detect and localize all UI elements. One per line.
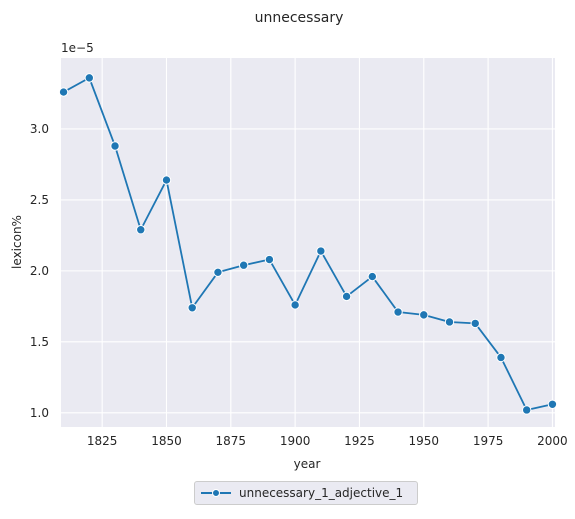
series-layer: [58, 73, 558, 415]
data-point: [213, 267, 223, 278]
x-tick-label: 2000: [537, 434, 568, 448]
legend-swatch: [201, 487, 231, 499]
data-point: [84, 73, 95, 83]
data-point: [161, 175, 172, 185]
data-point: [238, 260, 249, 270]
data-point: [316, 246, 326, 256]
y-tick-label: 1.5: [30, 335, 49, 349]
data-point: [419, 310, 429, 320]
x-tick-label: 1925: [344, 434, 375, 448]
data-point: [470, 318, 480, 329]
data-point: [521, 405, 532, 415]
data-point: [341, 291, 352, 302]
data-point: [444, 317, 455, 327]
y-tick-label: 1.0: [30, 406, 49, 420]
x-tick-label: 1875: [216, 434, 247, 448]
data-point: [547, 399, 558, 409]
y-axis-offset-label: 1e−5: [61, 41, 94, 55]
data-point: [496, 352, 506, 363]
legend-label-series-1: unnecessary_1_adjective_1: [239, 486, 404, 500]
data-point: [264, 254, 275, 265]
x-axis-ticks: 1825 1850 1875 1900 1925 1950 1975 2000: [87, 434, 568, 448]
x-tick-label: 1850: [151, 434, 182, 448]
x-tick-label: 1825: [87, 434, 118, 448]
data-point: [110, 141, 120, 151]
data-point: [393, 307, 403, 317]
data-point: [367, 271, 378, 282]
data-point: [187, 303, 197, 313]
y-tick-label: 3.0: [30, 122, 49, 136]
x-tick-label: 1900: [280, 434, 311, 448]
y-tick-label: 2.5: [30, 193, 49, 207]
legend: unnecessary_1_adjective_1: [194, 481, 418, 505]
plot-area: [61, 58, 555, 427]
y-axis-ticks: 1.0 1.5 2.0 2.5 3.0: [30, 122, 49, 420]
x-axis-label: year: [294, 457, 321, 471]
grid-lines: [61, 58, 555, 427]
data-point: [136, 225, 146, 235]
data-point: [290, 300, 300, 310]
y-tick-label: 2.0: [30, 264, 49, 278]
chart-title: unnecessary: [255, 10, 344, 26]
data-point: [58, 87, 69, 97]
x-tick-label: 1950: [409, 434, 440, 448]
x-tick-label: 1975: [473, 434, 504, 448]
y-axis-label: lexicon%: [10, 215, 24, 269]
